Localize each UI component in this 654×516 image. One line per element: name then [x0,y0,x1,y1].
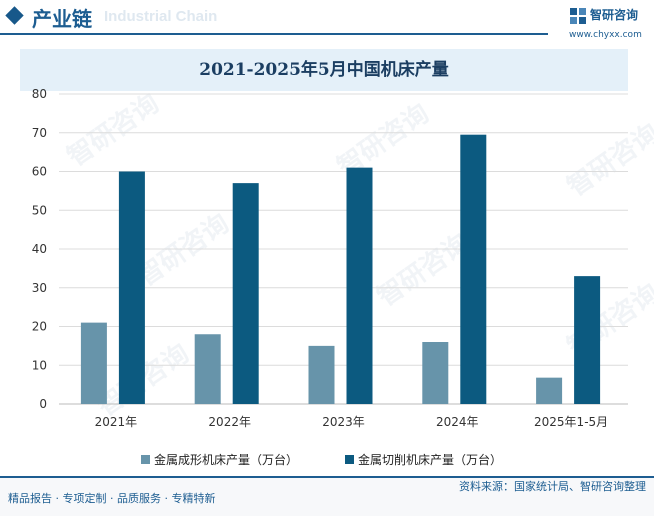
chart-legend: 金属成形机床产量（万台） 金属切削机床产量（万台） [0,451,654,469]
header-bar: 产业链 Industrial Chain 智研咨询 www.chyxx.com [0,0,654,40]
x-tick-label: 2021年 [95,415,138,429]
y-tick-label: 10 [32,358,47,372]
section-subtitle: Industrial Chain [104,8,218,25]
legend-swatch-forming [141,455,150,464]
data-source: 资料来源：国家统计局、智研咨询整理 [459,480,646,493]
bar [194,334,221,404]
footer-divider [0,476,654,478]
bar [460,134,487,404]
x-tick-label: 2024年 [436,415,479,429]
brand-name: 智研咨询 [590,8,639,22]
brand-logo-icon [570,8,586,24]
y-tick-label: 80 [32,87,47,101]
y-tick-label: 50 [32,203,47,217]
bar [232,183,259,404]
bar [574,276,601,404]
y-tick-label: 70 [32,126,47,140]
legend-item-cutting: 金属切削机床产量（万台） [345,451,502,468]
bar-chart: 0 10 20 30 40 50 60 70 80 2021年 2022年 2023年 2024年 202… [32,87,628,429]
chart-title-bar: 2021-2025年5月中国机床产量 [20,49,628,91]
bar [422,342,449,404]
header-divider [0,33,548,35]
legend-label-cutting: 金属切削机床产量（万台） [358,453,503,467]
bar [118,171,145,404]
x-tick-label: 2025年1-5月 [534,415,608,429]
chart-title: 2021-2025年5月中国机床产量 [199,60,449,80]
footer-bar [0,478,654,516]
section-title: 产业链 [32,7,92,31]
x-tick-label: 2023年 [322,415,365,429]
y-tick-label: 60 [32,165,47,179]
bar [346,167,373,404]
y-tick-label: 20 [32,320,47,334]
y-tick-label: 40 [32,242,47,256]
footer-slogan: 精品报告 · 专项定制 · 品质服务 · 专精特新 [8,492,216,505]
brand-url: www.chyxx.com [569,30,642,40]
y-tick-label: 0 [39,397,47,411]
legend-swatch-cutting [345,455,354,464]
bar [308,345,335,404]
y-tick-label: 30 [32,281,47,295]
bar [80,322,107,404]
legend-label-forming: 金属成形机床产量（万台） [154,453,299,467]
legend-item-forming: 金属成形机床产量（万台） [141,451,298,468]
x-tick-label: 2022年 [208,415,251,429]
bar [536,377,563,404]
